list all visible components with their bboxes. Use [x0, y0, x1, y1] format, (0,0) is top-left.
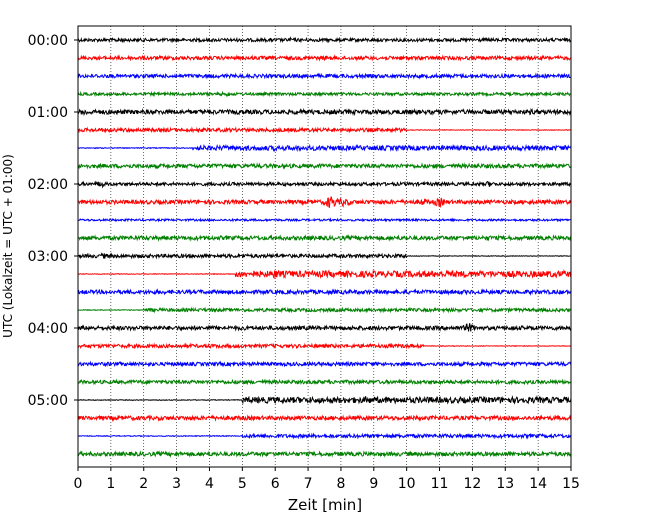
- trace-0045: [77, 90, 572, 98]
- x-tick-label: 14: [529, 476, 547, 492]
- x-tick-label: 0: [74, 476, 83, 492]
- trace-0345: [77, 306, 572, 314]
- trace-0430: [77, 360, 572, 368]
- x-tick-label: 13: [496, 476, 514, 492]
- x-tick-label: 1: [106, 476, 115, 492]
- trace-0200: [77, 180, 572, 189]
- x-tick-label: 2: [139, 476, 148, 492]
- trace-0415: [77, 342, 572, 350]
- trace-0245: [77, 234, 572, 242]
- trace-0545: [77, 450, 572, 458]
- x-tick-label: 8: [336, 476, 345, 492]
- x-tick-label: 12: [463, 476, 481, 492]
- trace-0115: [77, 126, 572, 134]
- x-tick-label: 15: [562, 476, 580, 492]
- x-axis-label: Zeit [min]: [288, 496, 362, 514]
- trace-0530: [77, 432, 572, 440]
- y-tick-label: 02:00: [28, 177, 68, 193]
- trace-0015: [77, 54, 572, 62]
- trace-0400: [77, 323, 572, 332]
- x-tick-label: 9: [369, 476, 378, 492]
- trace-0145: [77, 162, 572, 170]
- y-tick-label: 01:00: [28, 105, 68, 121]
- y-axis-label: UTC (Lokalzeit = UTC + 01:00): [1, 154, 15, 338]
- plot-frame: [77, 25, 572, 468]
- trace-0500: [77, 395, 572, 405]
- x-tick-label: 7: [304, 476, 313, 492]
- x-tick-label: 5: [238, 476, 247, 492]
- trace-0445: [77, 378, 572, 386]
- x-axis-ticks: 0 1 2 3 4 5 6 7 8 9 10 11 12 13 14 15: [74, 467, 580, 492]
- trace-0230: [77, 217, 572, 223]
- y-axis-ticks: 00:00 01:00 02:00 03:00 04:00 05:00: [28, 33, 78, 409]
- trace-0215: [77, 196, 572, 209]
- x-tick-label: 3: [172, 476, 181, 492]
- y-tick-label: 04:00: [28, 321, 68, 337]
- trace-0030: [77, 72, 572, 80]
- trace-0000: [77, 36, 572, 44]
- y-tick-label: 05:00: [28, 393, 68, 409]
- x-tick-label: 6: [271, 476, 280, 492]
- seismogram-traces: [77, 36, 572, 458]
- trace-0100: [77, 107, 572, 117]
- trace-0515: [77, 414, 572, 422]
- x-tick-label: 11: [431, 476, 449, 492]
- trace-0130: [77, 143, 572, 153]
- trace-0300: [77, 252, 572, 260]
- x-tick-label: 10: [398, 476, 416, 492]
- y-tick-label: 03:00: [28, 249, 68, 265]
- trace-0330: [77, 288, 572, 296]
- x-tick-label: 4: [205, 476, 214, 492]
- trace-0315: [77, 269, 572, 280]
- y-tick-label: 00:00: [28, 33, 68, 49]
